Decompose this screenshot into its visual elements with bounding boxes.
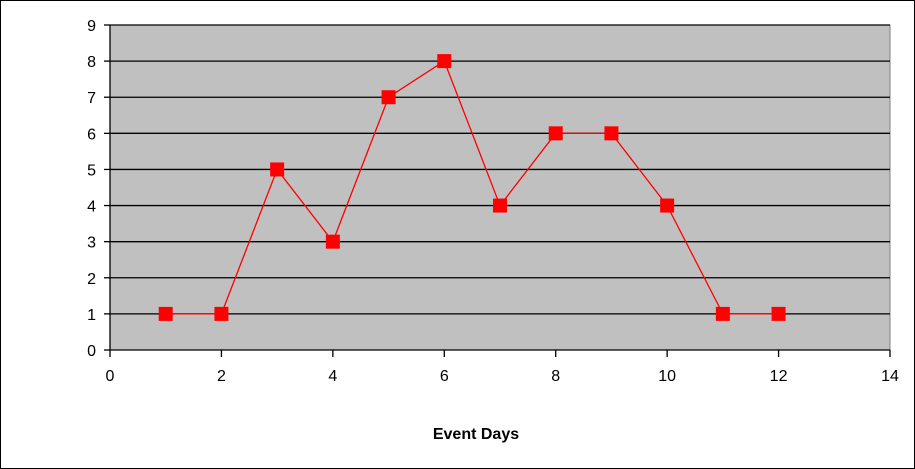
- plot-area: [109, 24, 891, 351]
- x-tick-label: 0: [106, 368, 115, 385]
- series-line: [165, 60, 779, 315]
- data-point-marker: [437, 54, 452, 69]
- data-point-marker: [660, 198, 675, 213]
- y-tick-label: 1: [87, 307, 96, 324]
- data-point-marker: [158, 306, 173, 321]
- data-point-marker: [493, 198, 507, 213]
- y-tick-label: 9: [87, 18, 96, 35]
- x-tick-label: 12: [770, 368, 788, 385]
- x-tick-label: 14: [881, 368, 899, 385]
- y-tick-label: 5: [87, 162, 96, 179]
- x-tick-label: 2: [217, 368, 226, 385]
- x-axis-title: Event Days: [433, 426, 519, 443]
- data-point-marker: [771, 306, 786, 321]
- data-series: [158, 54, 786, 321]
- y-tick-label: 8: [87, 54, 96, 71]
- y-tick-label: 6: [87, 126, 96, 143]
- data-point-marker: [548, 126, 563, 141]
- y-tick-label: 2: [87, 271, 96, 288]
- x-tick-label: 8: [551, 368, 560, 385]
- data-point-marker: [715, 306, 730, 321]
- y-tick-label: 4: [87, 199, 96, 216]
- x-tick-label: 10: [658, 368, 676, 385]
- x-tick-label: 4: [328, 368, 337, 385]
- data-point-marker: [604, 126, 619, 141]
- data-point-marker: [325, 234, 340, 249]
- data-point-marker: [214, 306, 229, 321]
- gridlines: [110, 24, 890, 315]
- y-tick-label: 7: [87, 90, 96, 107]
- y-tick-label: 3: [87, 235, 96, 252]
- x-tick-label: 6: [440, 368, 449, 385]
- y-tick-label: 0: [87, 343, 96, 360]
- data-point-marker: [270, 162, 285, 177]
- data-point-marker: [381, 90, 396, 105]
- axes: [104, 24, 891, 357]
